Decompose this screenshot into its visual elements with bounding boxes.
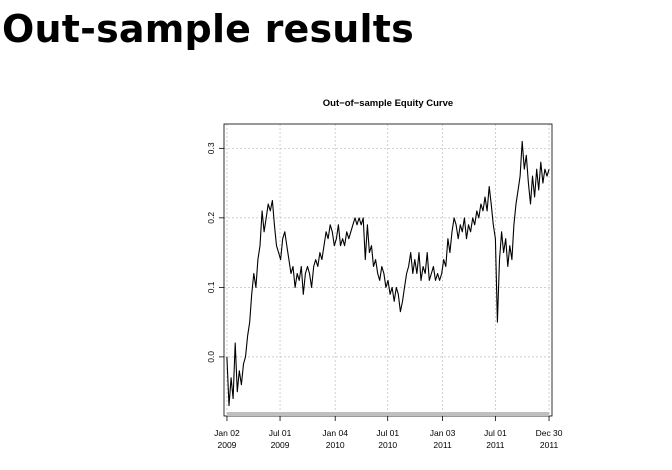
x-tick-label-5: Jul 01 <box>484 428 507 438</box>
x-tick-year-label-5: 2011 <box>486 440 505 450</box>
x-tick-label-4: Jan 03 <box>430 428 456 438</box>
slide-title: Out-sample results <box>2 7 414 51</box>
x-tick-label-3: Jul 01 <box>376 428 399 438</box>
x-tick-label-2: Jan 04 <box>322 428 348 438</box>
x-tick-label-6: Dec 30 <box>536 428 563 438</box>
x-tick-year-label-6: 2011 <box>540 440 559 450</box>
y-tick-label-0: 0.0 <box>206 351 216 363</box>
x-axis-band <box>226 412 550 416</box>
x-tick-label-1: Jul 01 <box>269 428 292 438</box>
y-tick-label-3: 0.3 <box>206 142 216 154</box>
x-tick-year-label-0: 2009 <box>217 440 236 450</box>
y-tick-label-1: 0.1 <box>206 281 216 293</box>
x-tick-year-label-3: 2010 <box>378 440 397 450</box>
y-tick-label-2: 0.2 <box>206 212 216 224</box>
plot-area: Jan 02 2009 Jul 01 2009 Jan 04 2010 Jul 01 2010… <box>206 123 563 450</box>
x-tick-year-label-4: 2011 <box>433 440 452 450</box>
equity-series-line-0 <box>226 140 550 407</box>
chart-title: Out−of−sample Equity Curve <box>323 98 453 109</box>
x-tick-year-label-2: 2010 <box>326 440 345 450</box>
x-tick-label-0: Jan 02 <box>214 428 240 438</box>
x-tick-year-label-1: 2009 <box>271 440 290 450</box>
